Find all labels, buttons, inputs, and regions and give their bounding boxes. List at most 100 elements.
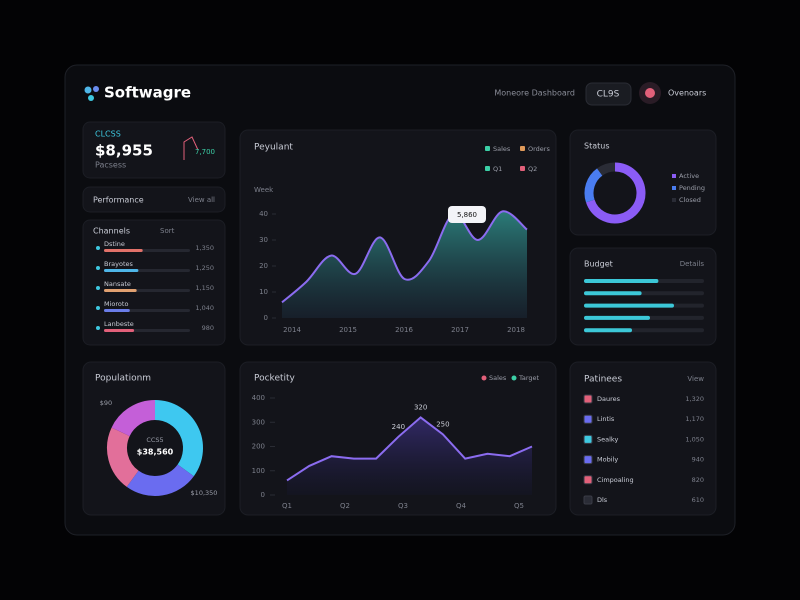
x-tick-label: Q1 xyxy=(282,502,292,510)
status-title: Status xyxy=(584,142,610,151)
bar xyxy=(584,315,650,320)
y-tick-label: 100 xyxy=(252,467,265,475)
nav-link[interactable]: Moneore Dashboard xyxy=(494,89,575,98)
legend-label: Q2 xyxy=(528,165,537,173)
y-tick-label: 30 xyxy=(259,236,268,244)
button-label[interactable]: CL9S xyxy=(597,90,620,100)
list-name: Mioroto xyxy=(104,300,128,308)
y-tick-label: 400 xyxy=(252,394,265,402)
user-name[interactable]: Ovenoars xyxy=(668,89,706,98)
legend-swatch xyxy=(672,186,676,190)
channels-header: Sort xyxy=(160,227,175,235)
list-amount: 940 xyxy=(692,456,704,464)
legend-swatch xyxy=(481,375,487,381)
y-tick-label: 10 xyxy=(259,288,268,296)
list-name[interactable]: Dls xyxy=(597,496,608,504)
stat-value: $8,955 xyxy=(95,142,153,160)
y-tick-label: 40 xyxy=(259,210,268,218)
list-name[interactable]: Sealky xyxy=(597,435,618,443)
button[interactable] xyxy=(585,82,632,106)
list-amount: 1,170 xyxy=(685,415,704,423)
data-label: 250 xyxy=(436,420,449,428)
list-amount: 980 xyxy=(202,324,214,332)
list-name[interactable]: Lintis xyxy=(597,415,615,423)
list-icon xyxy=(583,495,593,505)
performance-title: Performance xyxy=(93,196,144,205)
legend-label: Orders xyxy=(528,145,550,153)
performance-link[interactable]: View all xyxy=(188,196,215,204)
x-tick-label: 2018 xyxy=(507,326,525,334)
area-title: Peyulant xyxy=(254,143,293,153)
list-amount: 1,320 xyxy=(685,395,704,403)
list-amount: 1,350 xyxy=(195,244,214,252)
x-tick-label: Q5 xyxy=(514,502,524,510)
list-amount: 820 xyxy=(692,476,704,484)
list-name: Lanbeste xyxy=(104,320,134,328)
legend-label: Pending xyxy=(679,184,705,192)
donut-segment xyxy=(154,400,203,477)
channels-title: Channels xyxy=(93,227,130,236)
x-tick-label: Q4 xyxy=(456,502,467,510)
area-fill xyxy=(282,211,527,318)
list-name: Brayotes xyxy=(104,260,133,268)
x-tick-label: 2017 xyxy=(451,326,469,334)
distribution-title: Populationm xyxy=(95,374,151,384)
list-name[interactable]: Daures xyxy=(597,395,621,403)
donut-segment xyxy=(584,168,603,203)
area-line xyxy=(281,210,528,304)
data-label: 240 xyxy=(392,423,405,431)
tooltip xyxy=(448,206,486,223)
legend-label: Sales xyxy=(489,374,507,382)
list-icon xyxy=(583,434,593,444)
x-tick-label: 2016 xyxy=(395,326,413,334)
legend-label: Active xyxy=(679,172,699,180)
donut-label: $90 xyxy=(100,399,112,407)
sparkline xyxy=(183,136,199,160)
legend-swatch xyxy=(485,166,490,171)
list-dot xyxy=(96,266,100,270)
list-name[interactable]: Mobily xyxy=(597,456,618,464)
tooltip-label: 5,860 xyxy=(457,211,477,219)
list-icon xyxy=(583,414,593,424)
budget-link[interactable]: Details xyxy=(680,260,705,268)
avatar-dot xyxy=(645,88,655,98)
donut-segment xyxy=(111,400,156,437)
list-name: Dstine xyxy=(104,240,125,248)
partners-title: Patinees xyxy=(584,375,622,385)
donut-segment xyxy=(126,463,194,496)
bar xyxy=(584,279,659,283)
stat-sub: Pacsess xyxy=(95,161,126,170)
list-amount: 1,050 xyxy=(685,435,704,443)
legend-label: Closed xyxy=(679,196,701,204)
partners-card xyxy=(569,361,717,516)
y-tick-label: 200 xyxy=(252,443,265,451)
area-period: Week xyxy=(254,186,274,194)
y-tick-label: 0 xyxy=(261,491,265,499)
y-tick-label: 300 xyxy=(252,418,265,426)
list-amount: 1,250 xyxy=(195,264,214,272)
partners-link[interactable]: View xyxy=(687,375,704,383)
list-icon xyxy=(583,394,593,404)
legend-swatch xyxy=(672,174,676,178)
brand: Softwagre xyxy=(104,84,191,102)
donut-segment xyxy=(585,162,646,224)
list-name: Nansate xyxy=(104,280,131,288)
logo-icon xyxy=(84,86,99,101)
y-tick-label: 0 xyxy=(264,314,268,322)
y-tick-label: 20 xyxy=(259,262,268,270)
legend-label: Sales xyxy=(493,145,511,153)
list-name[interactable]: Cimpoaling xyxy=(597,476,634,484)
stat-badge: 7,700 xyxy=(195,148,215,156)
donut-segment xyxy=(597,162,616,176)
list-icon xyxy=(583,475,593,485)
bar xyxy=(104,309,130,312)
list-dot xyxy=(96,286,100,290)
bar xyxy=(104,249,143,252)
legend-swatch xyxy=(485,146,490,151)
legend-swatch xyxy=(520,166,525,171)
list-dot xyxy=(96,306,100,310)
donut-center-label: CCS5 xyxy=(146,436,163,444)
list-amount: 610 xyxy=(692,496,704,504)
